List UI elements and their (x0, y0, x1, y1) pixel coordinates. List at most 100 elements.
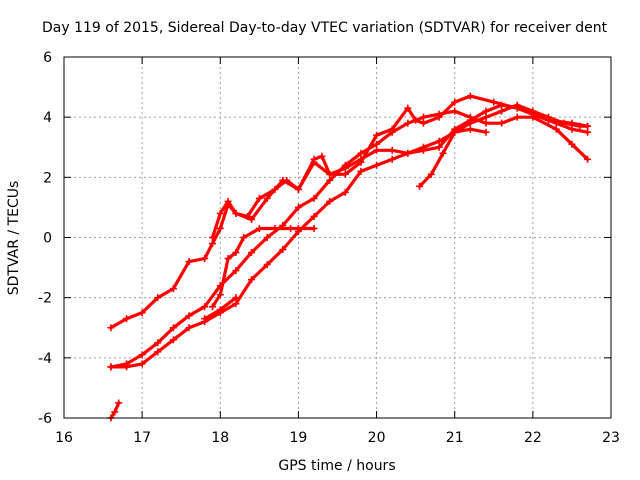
data-point (240, 234, 248, 241)
data-point (326, 170, 334, 178)
data-point (326, 197, 334, 205)
data-point (232, 294, 240, 302)
data-point (388, 155, 396, 163)
data-point (208, 240, 216, 248)
data-point (107, 324, 115, 332)
data-point (123, 315, 131, 323)
data-point (248, 215, 256, 223)
y-tick-label: 6 (43, 50, 52, 66)
series-track-a (107, 92, 592, 332)
data-point (201, 255, 209, 263)
data-point (271, 224, 279, 232)
data-point (294, 185, 302, 193)
data-point (169, 336, 177, 344)
data-point (279, 246, 287, 254)
series-track-d (107, 101, 592, 371)
data-point (435, 143, 443, 151)
series-track-c (107, 107, 592, 371)
y-tick-label: 0 (43, 231, 52, 247)
data-point (427, 170, 435, 178)
data-point (466, 113, 474, 121)
x-tick-label: 16 (55, 430, 73, 446)
data-point (294, 203, 302, 211)
data-point (154, 294, 162, 302)
y-tick-label: 2 (43, 170, 52, 186)
data-point (373, 131, 381, 139)
data-point (435, 137, 443, 145)
x-tick-label: 23 (602, 430, 620, 446)
data-point (232, 300, 240, 308)
data-point (498, 119, 506, 127)
data-point (224, 197, 232, 205)
data-point (388, 146, 396, 154)
data-point (357, 149, 365, 157)
x-tick-label: 19 (290, 430, 308, 446)
data-point (216, 306, 224, 314)
axis-ticks (63, 56, 612, 419)
data-point (341, 161, 349, 169)
data-point (154, 348, 162, 356)
data-point (279, 176, 287, 184)
data-point (294, 224, 302, 232)
data-point (513, 113, 521, 121)
data-point (552, 125, 560, 133)
y-axis-label: SDTVAR / TECUs (6, 181, 22, 296)
data-point (560, 119, 568, 127)
x-tick-label: 22 (524, 430, 542, 446)
series-track-h (416, 125, 490, 190)
data-point (216, 209, 224, 217)
data-point (584, 122, 592, 130)
data-point (287, 224, 295, 232)
data-point (568, 125, 576, 133)
data-point (107, 363, 115, 371)
data-point (490, 98, 498, 106)
data-point (224, 255, 232, 263)
data-point (357, 155, 365, 163)
data-point (111, 408, 119, 416)
series-line (109, 103, 590, 369)
data-point (216, 291, 224, 299)
x-tick-label: 21 (446, 430, 464, 446)
series-track-e (208, 224, 318, 311)
data-point (373, 146, 381, 154)
data-point (201, 303, 209, 311)
y-tick-labels: -6 -4 -2 0 2 4 6 (38, 50, 52, 427)
series-line (418, 127, 488, 188)
x-axis-label: GPS time / hours (278, 458, 395, 474)
data-point (498, 107, 506, 115)
data-point (248, 249, 256, 257)
x-tick-label: 18 (211, 430, 229, 446)
data-point (466, 92, 474, 100)
data-point (255, 224, 263, 232)
data-point (576, 122, 584, 130)
data-point (326, 176, 334, 184)
series-line (109, 94, 590, 330)
data-point (419, 113, 427, 121)
data-point (310, 194, 318, 202)
data-point (185, 312, 193, 320)
series-layer (107, 92, 592, 422)
data-point (232, 267, 240, 275)
data-point (435, 110, 443, 118)
data-point (263, 261, 271, 269)
data-point (404, 149, 412, 157)
data-point (498, 101, 506, 109)
data-point (404, 119, 412, 127)
y-tick-label: 4 (43, 110, 52, 126)
series-line (210, 103, 590, 240)
data-point (310, 212, 318, 220)
data-point (439, 149, 447, 157)
data-point (404, 104, 412, 112)
data-point (232, 209, 240, 217)
data-point (185, 258, 193, 266)
data-point (451, 107, 459, 115)
data-point (466, 119, 474, 127)
x-tick-label: 20 (368, 430, 386, 446)
data-point (138, 360, 146, 368)
data-point (373, 140, 381, 148)
data-point (248, 276, 256, 284)
data-point (138, 351, 146, 359)
data-point (482, 107, 490, 115)
data-point (451, 128, 459, 136)
